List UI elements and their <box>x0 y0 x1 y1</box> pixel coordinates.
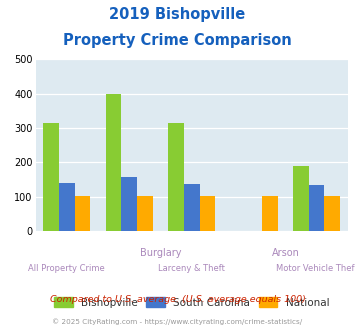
Text: 2019 Bishopville: 2019 Bishopville <box>109 7 246 21</box>
Text: Arson: Arson <box>272 248 299 258</box>
Bar <box>168 123 184 231</box>
Bar <box>137 196 153 231</box>
Text: Motor Vehicle Theft: Motor Vehicle Theft <box>276 264 355 273</box>
Bar <box>309 185 324 231</box>
Text: Compared to U.S. average. (U.S. average equals 100): Compared to U.S. average. (U.S. average … <box>50 295 305 304</box>
Text: Burglary: Burglary <box>140 248 181 258</box>
Bar <box>200 196 215 231</box>
Bar <box>106 94 121 231</box>
Text: © 2025 CityRating.com - https://www.cityrating.com/crime-statistics/: © 2025 CityRating.com - https://www.city… <box>53 318 302 325</box>
Bar <box>293 166 309 231</box>
Legend: Bishopville, South Carolina, National: Bishopville, South Carolina, National <box>50 293 333 312</box>
Bar <box>75 196 90 231</box>
Text: All Property Crime: All Property Crime <box>28 264 105 273</box>
Text: Larceny & Theft: Larceny & Theft <box>158 264 225 273</box>
Bar <box>262 196 278 231</box>
Bar <box>59 183 75 231</box>
Bar <box>184 184 200 231</box>
Bar <box>324 196 340 231</box>
Text: Property Crime Comparison: Property Crime Comparison <box>63 33 292 48</box>
Bar <box>121 177 137 231</box>
Bar <box>43 123 59 231</box>
